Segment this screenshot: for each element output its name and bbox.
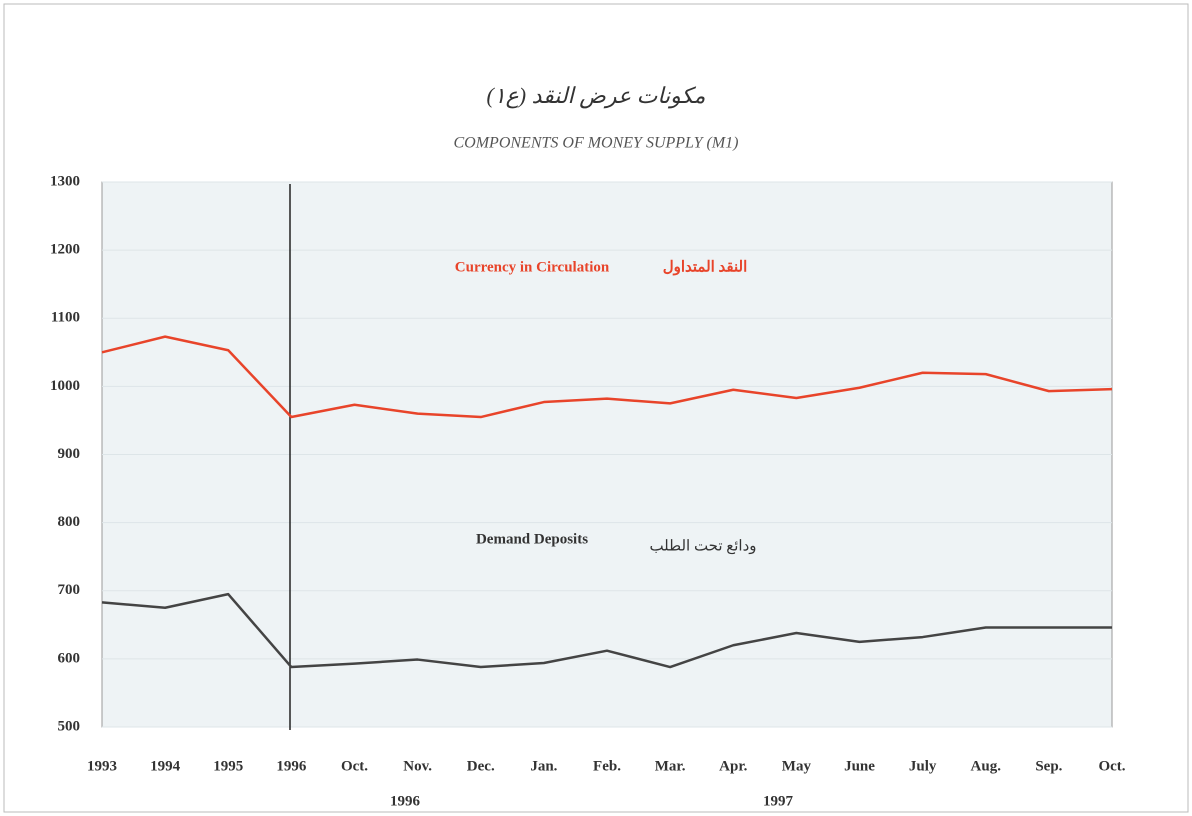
chart-subtitle: COMPONENTS OF MONEY SUPPLY (M1)	[453, 135, 738, 152]
series-line	[101, 335, 1113, 419]
series-line	[101, 592, 1112, 669]
y-tick-label: 900	[58, 446, 81, 462]
x-tick-label: Oct.	[341, 758, 368, 774]
x-tick-label: Feb.	[593, 758, 621, 774]
x-tick-label: May	[782, 758, 812, 774]
x-tick-label: Oct.	[1098, 758, 1125, 774]
y-tick-label: 1300	[50, 173, 80, 189]
x-tick-label: 1994	[150, 758, 181, 774]
series-label: Currency in Circulation	[455, 259, 610, 275]
y-tick-label: 700	[58, 582, 81, 598]
x-tick-label: 1993	[87, 758, 117, 774]
x-tick-label: Nov.	[403, 758, 432, 774]
x-tick-label: June	[844, 758, 875, 774]
y-tick-label: 1000	[50, 378, 80, 394]
x-tick-label: 1996	[276, 758, 307, 774]
y-tick-label: 1100	[51, 310, 80, 326]
x-tick-label: July	[909, 758, 937, 774]
group-label: 1996	[390, 793, 421, 809]
x-tick-label: 1995	[213, 758, 243, 774]
x-tick-label: Sep.	[1035, 758, 1062, 774]
x-tick-label: Dec.	[467, 758, 495, 774]
series-label-ar: ودائع تحت الطلب	[649, 538, 756, 554]
x-tick-label: Aug.	[971, 758, 1002, 774]
y-tick-label: 800	[58, 514, 81, 530]
x-tick-label: Mar.	[655, 758, 686, 774]
x-tick-label: Jan.	[530, 758, 557, 774]
y-tick-label: 1200	[50, 242, 80, 258]
group-label: 1997	[763, 793, 794, 809]
y-tick-label: 600	[58, 650, 81, 666]
chart-title: مكونات عرض النقد (ع١)	[487, 83, 706, 109]
y-tick-label: 500	[58, 718, 81, 734]
x-tick-label: Apr.	[719, 758, 747, 774]
series-label: Demand Deposits	[476, 531, 588, 547]
series-label-ar: النقد المتداول	[663, 259, 748, 275]
